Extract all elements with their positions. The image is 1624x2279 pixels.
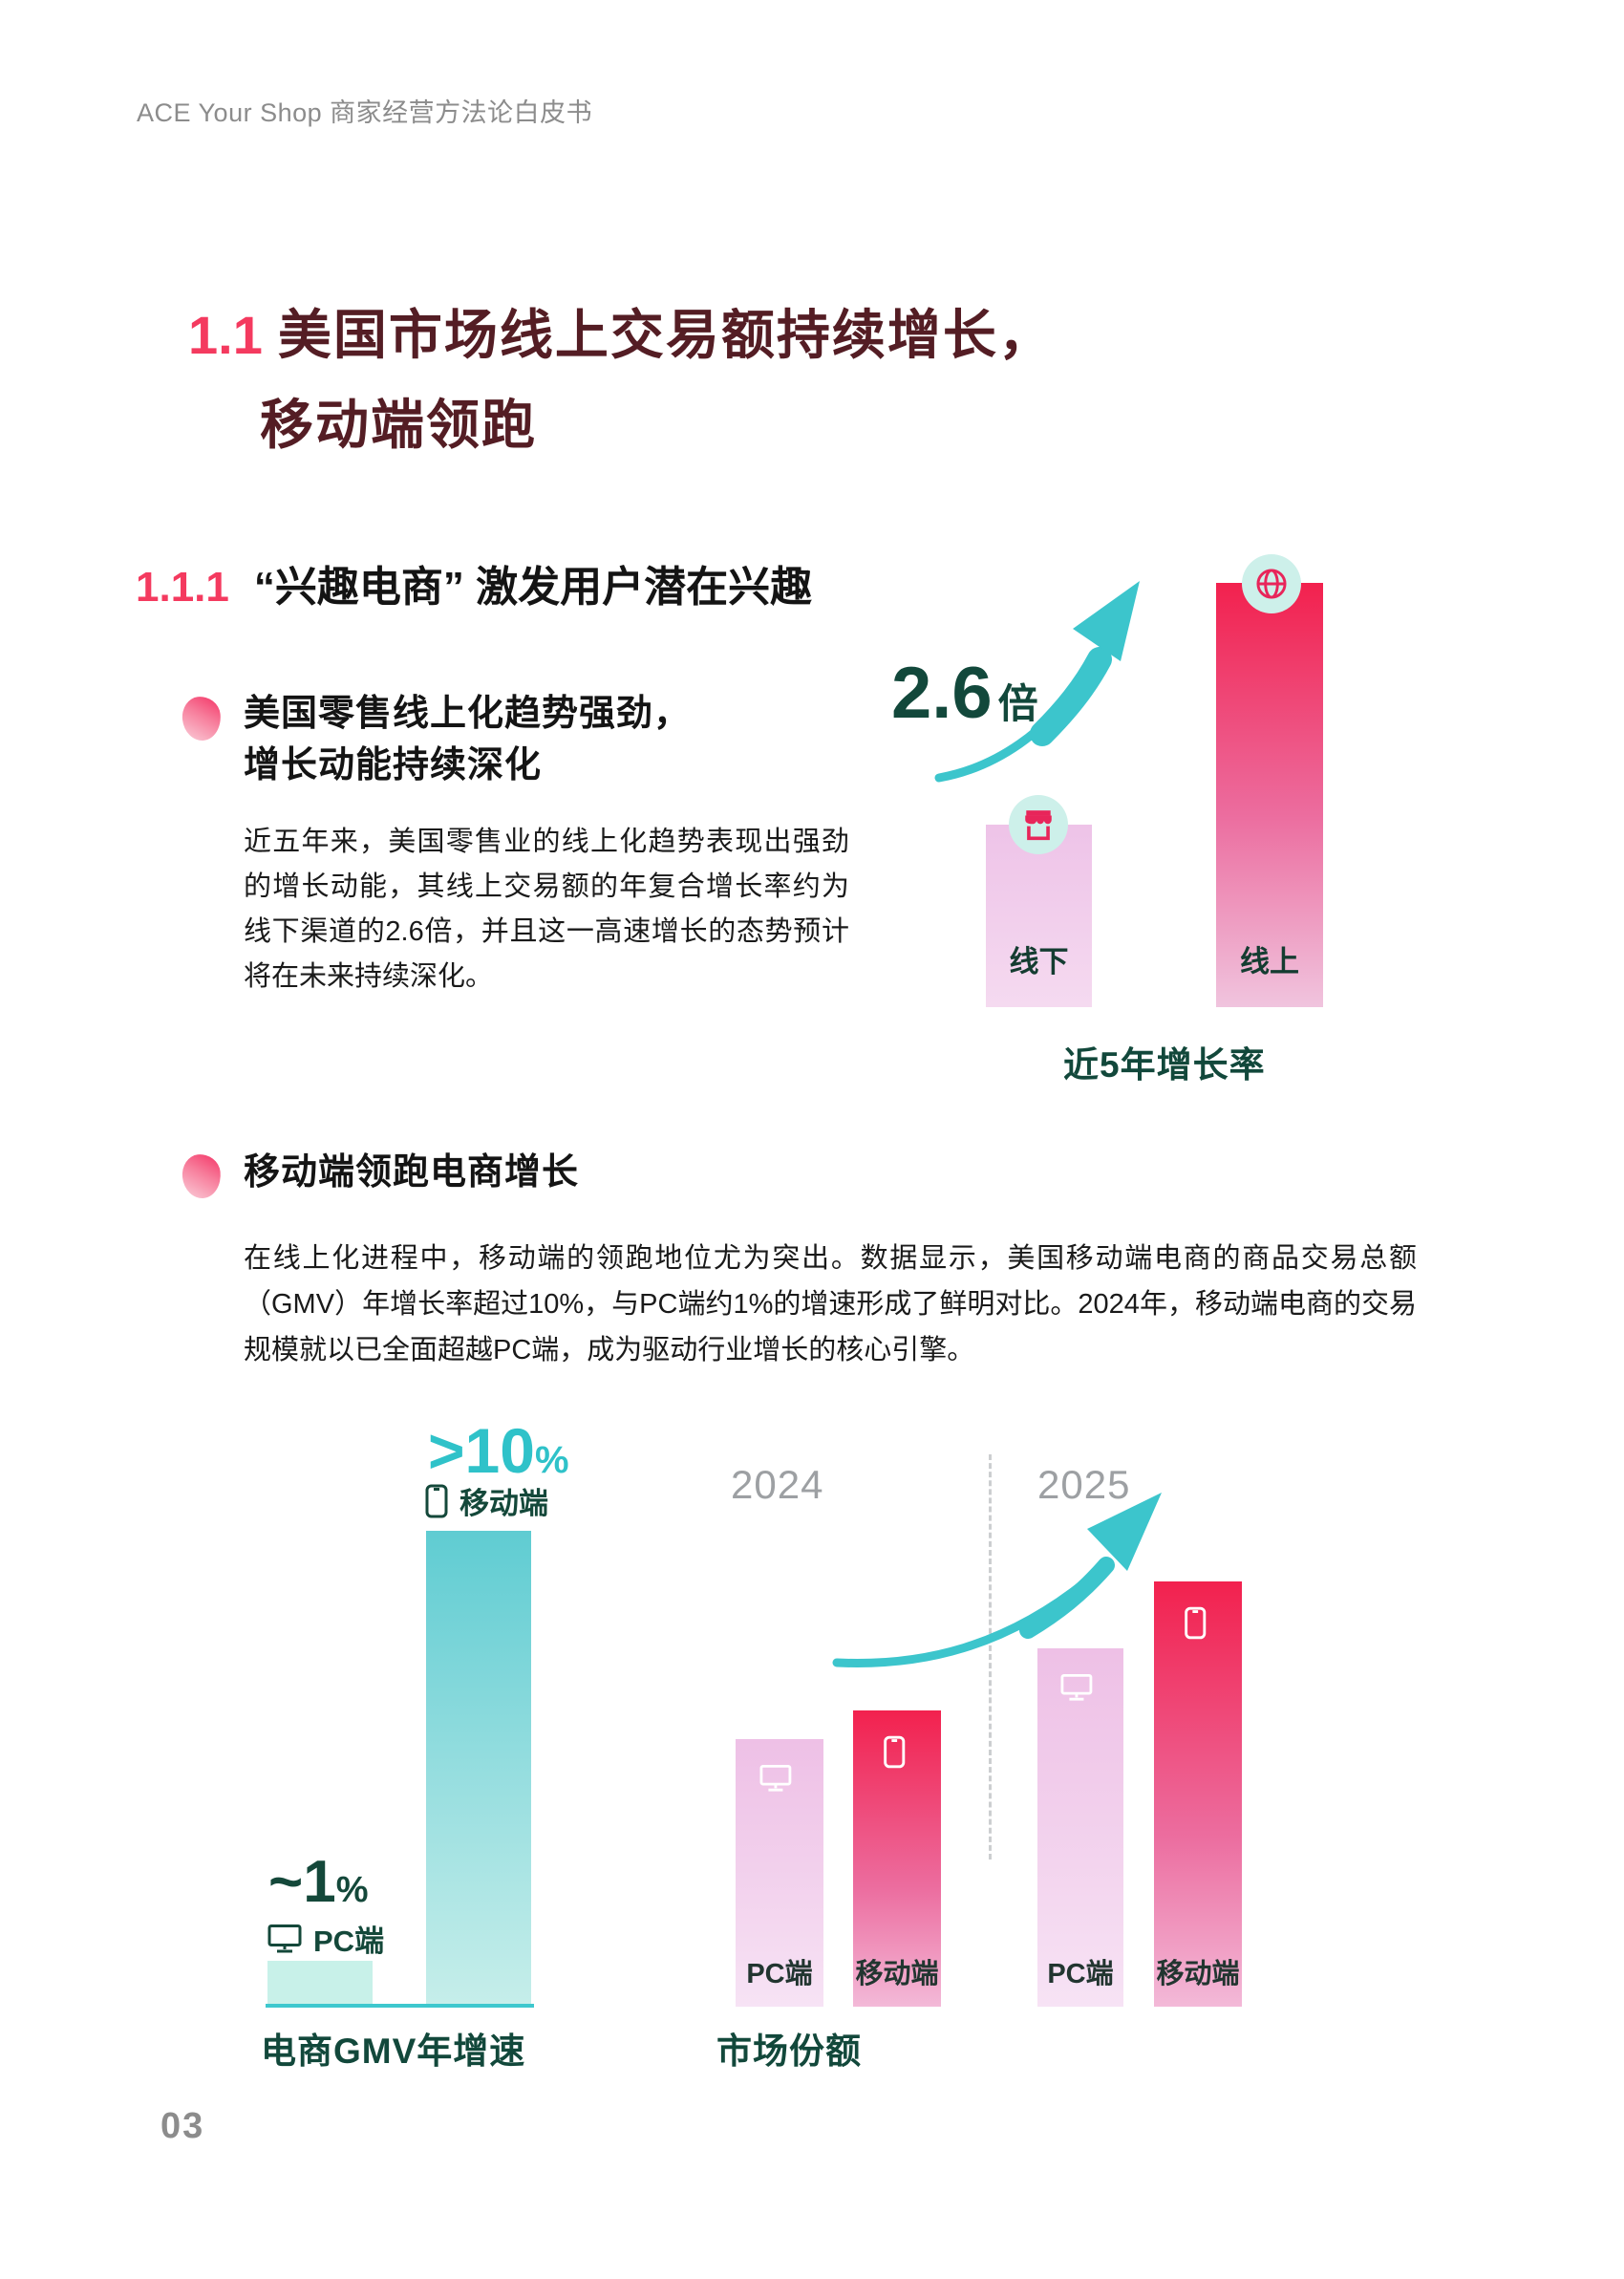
offline-badge <box>1009 795 1068 854</box>
monitor-icon <box>267 1924 302 1952</box>
growth-multiplier-unit: 倍 <box>997 681 1038 726</box>
year-divider-line <box>989 1454 992 1860</box>
share-chart-caption: 市场份额 <box>716 2032 862 2071</box>
retail-heading-line1: 美国零售线上化趋势强劲， <box>244 694 692 734</box>
growth-chart-caption: 近5年增长率 <box>1063 1045 1266 1085</box>
subsection-title: 1.1.1 “兴趣电商” 激发用户潜在兴趣 <box>136 552 812 613</box>
share-bar-pc-2024: PC端 <box>736 1739 823 2007</box>
share-bar-mobile-2024: 移动端 <box>853 1710 941 2007</box>
globe-icon <box>1256 569 1287 599</box>
gmv-pc-percent: % <box>335 1870 369 1910</box>
share-mobile-2025-label: 移动端 <box>1156 1959 1240 1989</box>
retail-paragraph: 近五年来，美国零售业的线上化趋势表现出强劲的增长动能，其线上交易额的年复合增长率… <box>244 827 849 992</box>
store-icon <box>1025 810 1052 841</box>
monitor-icon <box>759 1764 792 1792</box>
page-number: 03 <box>160 2106 205 2146</box>
section-title-line1: 1.1 美国市场线上交易额持续增长， <box>188 292 1054 370</box>
subsection-number: 1.1.1 <box>136 564 229 611</box>
section-title-line2: 移动端领跑 <box>260 395 537 455</box>
growth-multiplier-value: 2.6 <box>891 653 993 734</box>
section-number: 1.1 <box>188 305 263 365</box>
retail-heading-line2: 增长动能持续深化 <box>244 745 543 785</box>
gmv-mobile-percent: % <box>534 1439 569 1481</box>
share-pc-2024-label: PC端 <box>746 1959 813 1989</box>
share-bar-mobile-2025: 移动端 <box>1154 1581 1242 2007</box>
growth-arrow-icon <box>934 581 1140 783</box>
share-pc-2025-label: PC端 <box>1047 1959 1114 1989</box>
subsection-title-text: “兴趣电商” 激发用户潜在兴趣 <box>253 564 813 611</box>
gmv-mobile-label: 移动端 <box>459 1487 548 1520</box>
phone-icon <box>884 1735 906 1769</box>
page-header-title: ACE Your Shop 商家经营方法论白皮书 <box>137 98 593 127</box>
growth-multiplier: 2.6 倍 <box>891 652 1038 735</box>
online-bar-label: 线上 <box>1240 945 1299 978</box>
section-title-text: 美国市场线上交易额持续增长， <box>277 305 1054 365</box>
gmv-pc-value: ~1% <box>268 1848 369 1916</box>
gmv-pc-number: ~1 <box>268 1849 336 1915</box>
mobile-heading: 移动端领跑电商增长 <box>244 1152 580 1193</box>
retail-heading: 美国零售线上化趋势强劲， 增长动能持续深化 <box>244 688 691 791</box>
gmv-axis-baseline <box>266 2004 534 2008</box>
share-year-2024: 2024 <box>731 1462 824 1507</box>
share-mobile-2024-label: 移动端 <box>855 1959 939 1989</box>
gmv-mobile-value: >10% <box>428 1414 569 1487</box>
mobile-paragraph: 在线上化进程中，移动端的领跑地位尤为突出。数据显示，美国移动端电商的商品交易总额… <box>244 1243 1417 1365</box>
gmv-pc-legend: PC端 <box>267 1917 384 1960</box>
bullet-blob-icon <box>180 695 224 742</box>
bullet-blob-icon <box>180 1152 224 1200</box>
gmv-pc-label: PC端 <box>313 1924 385 1958</box>
share-arrow-icon <box>832 1493 1162 1667</box>
phone-icon <box>1185 1606 1207 1640</box>
share-bar-pc-2025: PC端 <box>1037 1648 1123 2007</box>
monitor-icon <box>1060 1673 1093 1701</box>
gmv-mobile-number: >10 <box>428 1415 535 1486</box>
online-bar: 线上 <box>1216 583 1323 1007</box>
share-year-2025: 2025 <box>1037 1462 1131 1507</box>
phone-icon <box>425 1484 448 1517</box>
gmv-mobile-bar <box>426 1531 531 2006</box>
gmv-mobile-legend: 移动端 <box>425 1479 548 1522</box>
online-badge <box>1242 554 1301 613</box>
gmv-pc-bar <box>267 1961 373 2006</box>
offline-bar: 线下 <box>986 825 1092 1007</box>
offline-bar-label: 线下 <box>1009 945 1069 978</box>
gmv-chart-caption: 电商GMV年增速 <box>261 2032 526 2071</box>
